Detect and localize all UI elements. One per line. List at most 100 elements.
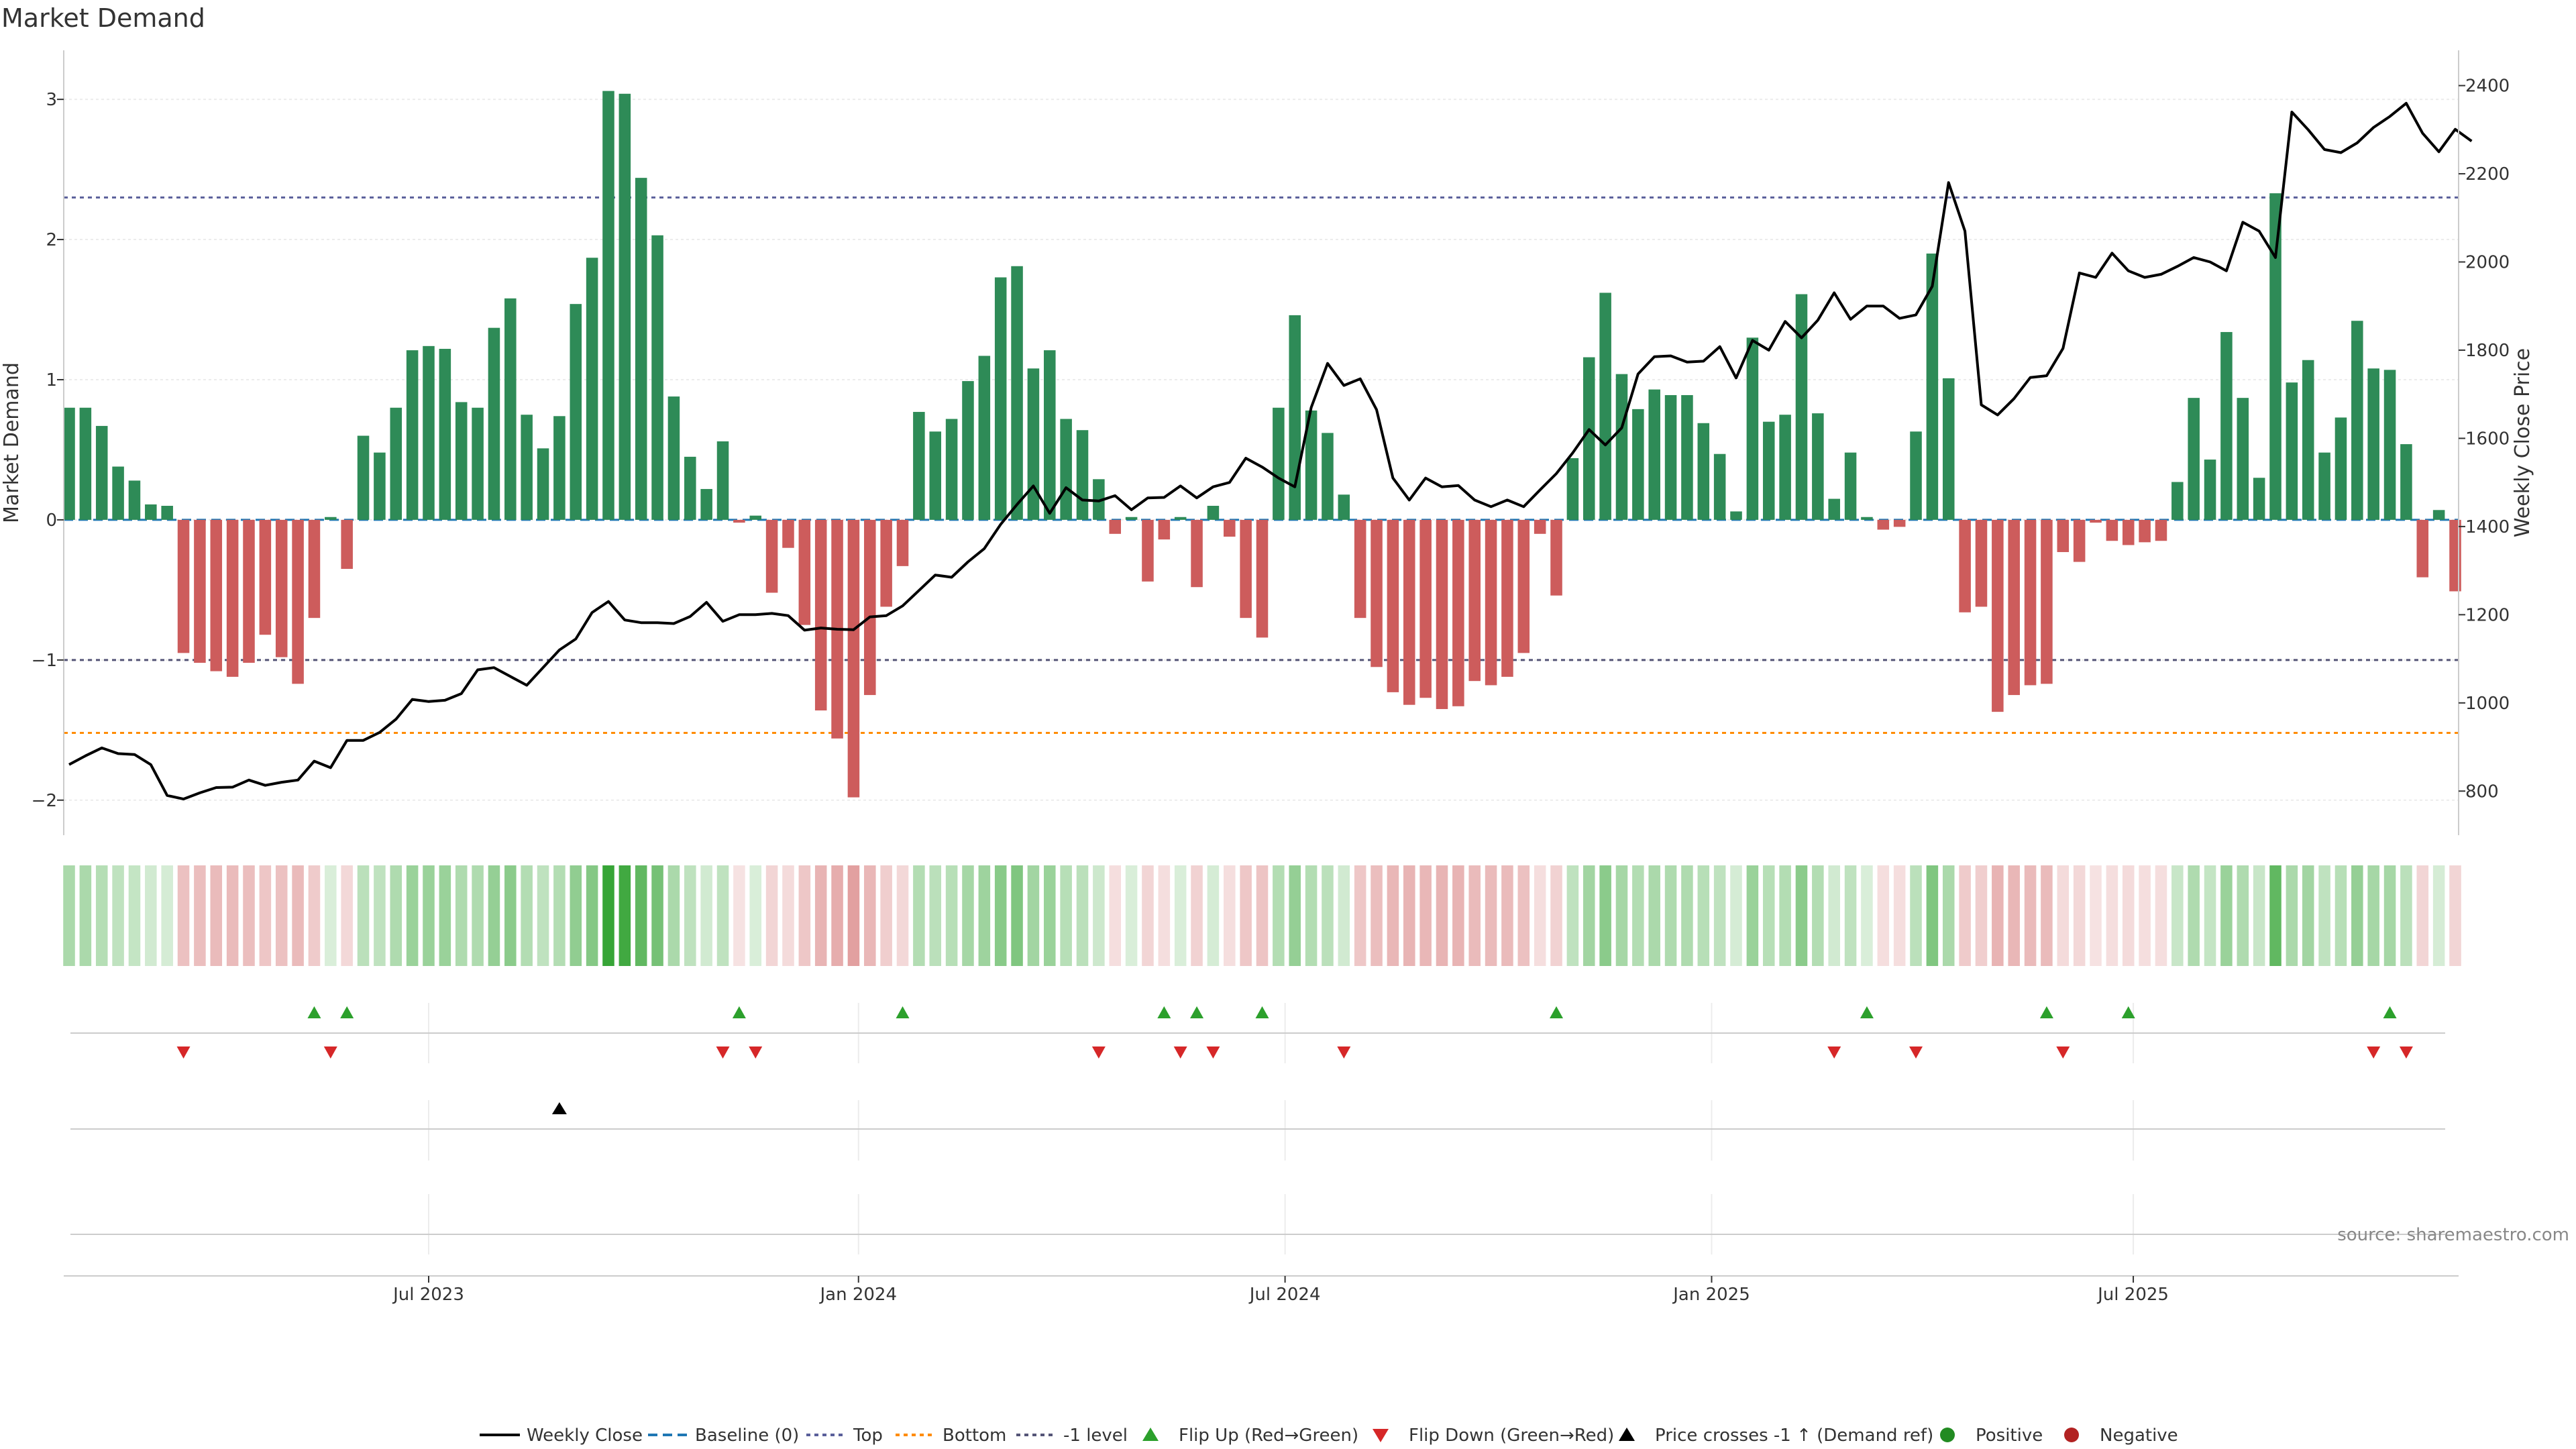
demand-bar — [226, 519, 239, 677]
heatmap-cell — [1371, 865, 1383, 966]
demand-bar — [2139, 519, 2151, 543]
heatmap-cell — [1844, 865, 1857, 966]
demand-bar — [1812, 413, 1824, 520]
heatmap-cell — [684, 865, 696, 966]
heatmap-cell — [1550, 865, 1562, 966]
demand-bar — [1419, 519, 1432, 698]
demand-bar — [2106, 519, 2118, 541]
heatmap-cell — [1322, 865, 1334, 966]
heatmap-cell — [765, 865, 778, 966]
demand-bar — [814, 519, 827, 711]
demand-bar — [1076, 430, 1089, 520]
demand-bar — [929, 431, 942, 520]
demand-bar — [1713, 453, 1726, 520]
demand-bar — [667, 396, 680, 520]
heatmap-cell — [798, 865, 811, 966]
heatmap-cell — [2122, 865, 2135, 966]
heatmap-cell — [341, 865, 353, 966]
legend-swatch-price-cross — [1619, 1428, 1635, 1441]
heatmap-cell — [2057, 865, 2070, 966]
demand-bars — [63, 91, 2461, 798]
demand-bar — [864, 519, 876, 696]
demand-bar — [1697, 423, 1710, 520]
heatmap-cell — [1877, 865, 1890, 966]
demand-bar — [521, 415, 533, 520]
heatmap-cell — [602, 865, 614, 966]
heatmap-cell — [635, 865, 647, 966]
demand-bar — [2204, 460, 2216, 520]
demand-bar — [2237, 398, 2249, 520]
chart-title: Market Demand — [1, 3, 205, 33]
heatmap-cell — [553, 865, 566, 966]
heatmap-cell — [1632, 865, 1644, 966]
demand-bar — [1060, 419, 1072, 520]
demand-bar — [1648, 389, 1660, 520]
flip-down-marker — [2056, 1046, 2070, 1059]
heatmap-cell — [145, 865, 157, 966]
heatmap-cell — [1387, 865, 1399, 966]
heatmap-cell — [2188, 865, 2200, 966]
demand-bar — [341, 519, 353, 570]
heatmap-cell — [2139, 865, 2151, 966]
heatmap-cell — [308, 865, 321, 966]
heatmap-cell — [243, 865, 255, 966]
demand-bar — [1582, 357, 1595, 520]
y-tick-label: 2 — [46, 230, 57, 250]
demand-bar — [357, 435, 370, 520]
heatmap-cell — [1713, 865, 1726, 966]
y-tick-label: 1 — [46, 370, 57, 390]
demand-bar — [2334, 417, 2347, 520]
heatmap-cell — [537, 865, 549, 966]
demand-bar — [716, 441, 729, 520]
flip-up-marker — [1190, 1006, 1204, 1018]
heatmap-cell — [929, 865, 942, 966]
heatmap-cell — [831, 865, 843, 966]
flip-down-marker — [1173, 1046, 1187, 1059]
demand-bar — [749, 515, 762, 520]
demand-bar — [2188, 398, 2200, 520]
demand-bar — [1371, 519, 1383, 667]
demand-bar — [1240, 519, 1252, 619]
heatmap-cell — [1975, 865, 1988, 966]
y2-tick-label: 800 — [2465, 782, 2499, 802]
heatmap-cell — [1093, 865, 1105, 966]
demand-bar — [1959, 519, 1971, 612]
heatmap-cell — [864, 865, 876, 966]
flip-down-marker — [2399, 1046, 2413, 1059]
demand-bar — [1893, 519, 1906, 527]
y2-tick-label: 1000 — [2465, 694, 2510, 714]
demand-bar — [488, 327, 500, 520]
price-cross-panel — [70, 1100, 2445, 1161]
x-tick-label: Jan 2024 — [818, 1285, 897, 1305]
heatmap-cell — [994, 865, 1007, 966]
heatmap-cell — [1240, 865, 1252, 966]
y2-tick-label: 1800 — [2465, 341, 2510, 361]
heatmap-cell — [2334, 865, 2347, 966]
heatmap-cell — [1861, 865, 1873, 966]
demand-bar — [586, 258, 598, 520]
demand-bar — [1942, 378, 1955, 520]
demand-bar — [1779, 415, 1791, 520]
flip-up-marker — [2039, 1006, 2053, 1018]
heatmap-cell — [488, 865, 500, 966]
demand-bar — [2253, 478, 2265, 520]
heatmap-cell — [439, 865, 451, 966]
heatmap-cell — [2269, 865, 2282, 966]
demand-bar — [913, 412, 925, 520]
demand-bar — [1468, 519, 1481, 682]
demand-bar — [2367, 368, 2379, 520]
heatmap-cell — [1599, 865, 1611, 966]
heatmap-cell — [472, 865, 484, 966]
demand-bar — [2171, 482, 2184, 520]
heatmap-cell — [1566, 865, 1579, 966]
left-y-ticks: 3 2 1 0 −1 −2 — [32, 90, 64, 811]
heatmap-cell — [1697, 865, 1710, 966]
demand-bar — [1191, 519, 1203, 588]
demand-bar — [275, 519, 288, 657]
heatmap-cell — [226, 865, 239, 966]
flip-up-marker — [896, 1006, 910, 1018]
heatmap-cell — [521, 865, 533, 966]
demand-bar — [1338, 494, 1350, 520]
heatmap-cell — [1305, 865, 1318, 966]
